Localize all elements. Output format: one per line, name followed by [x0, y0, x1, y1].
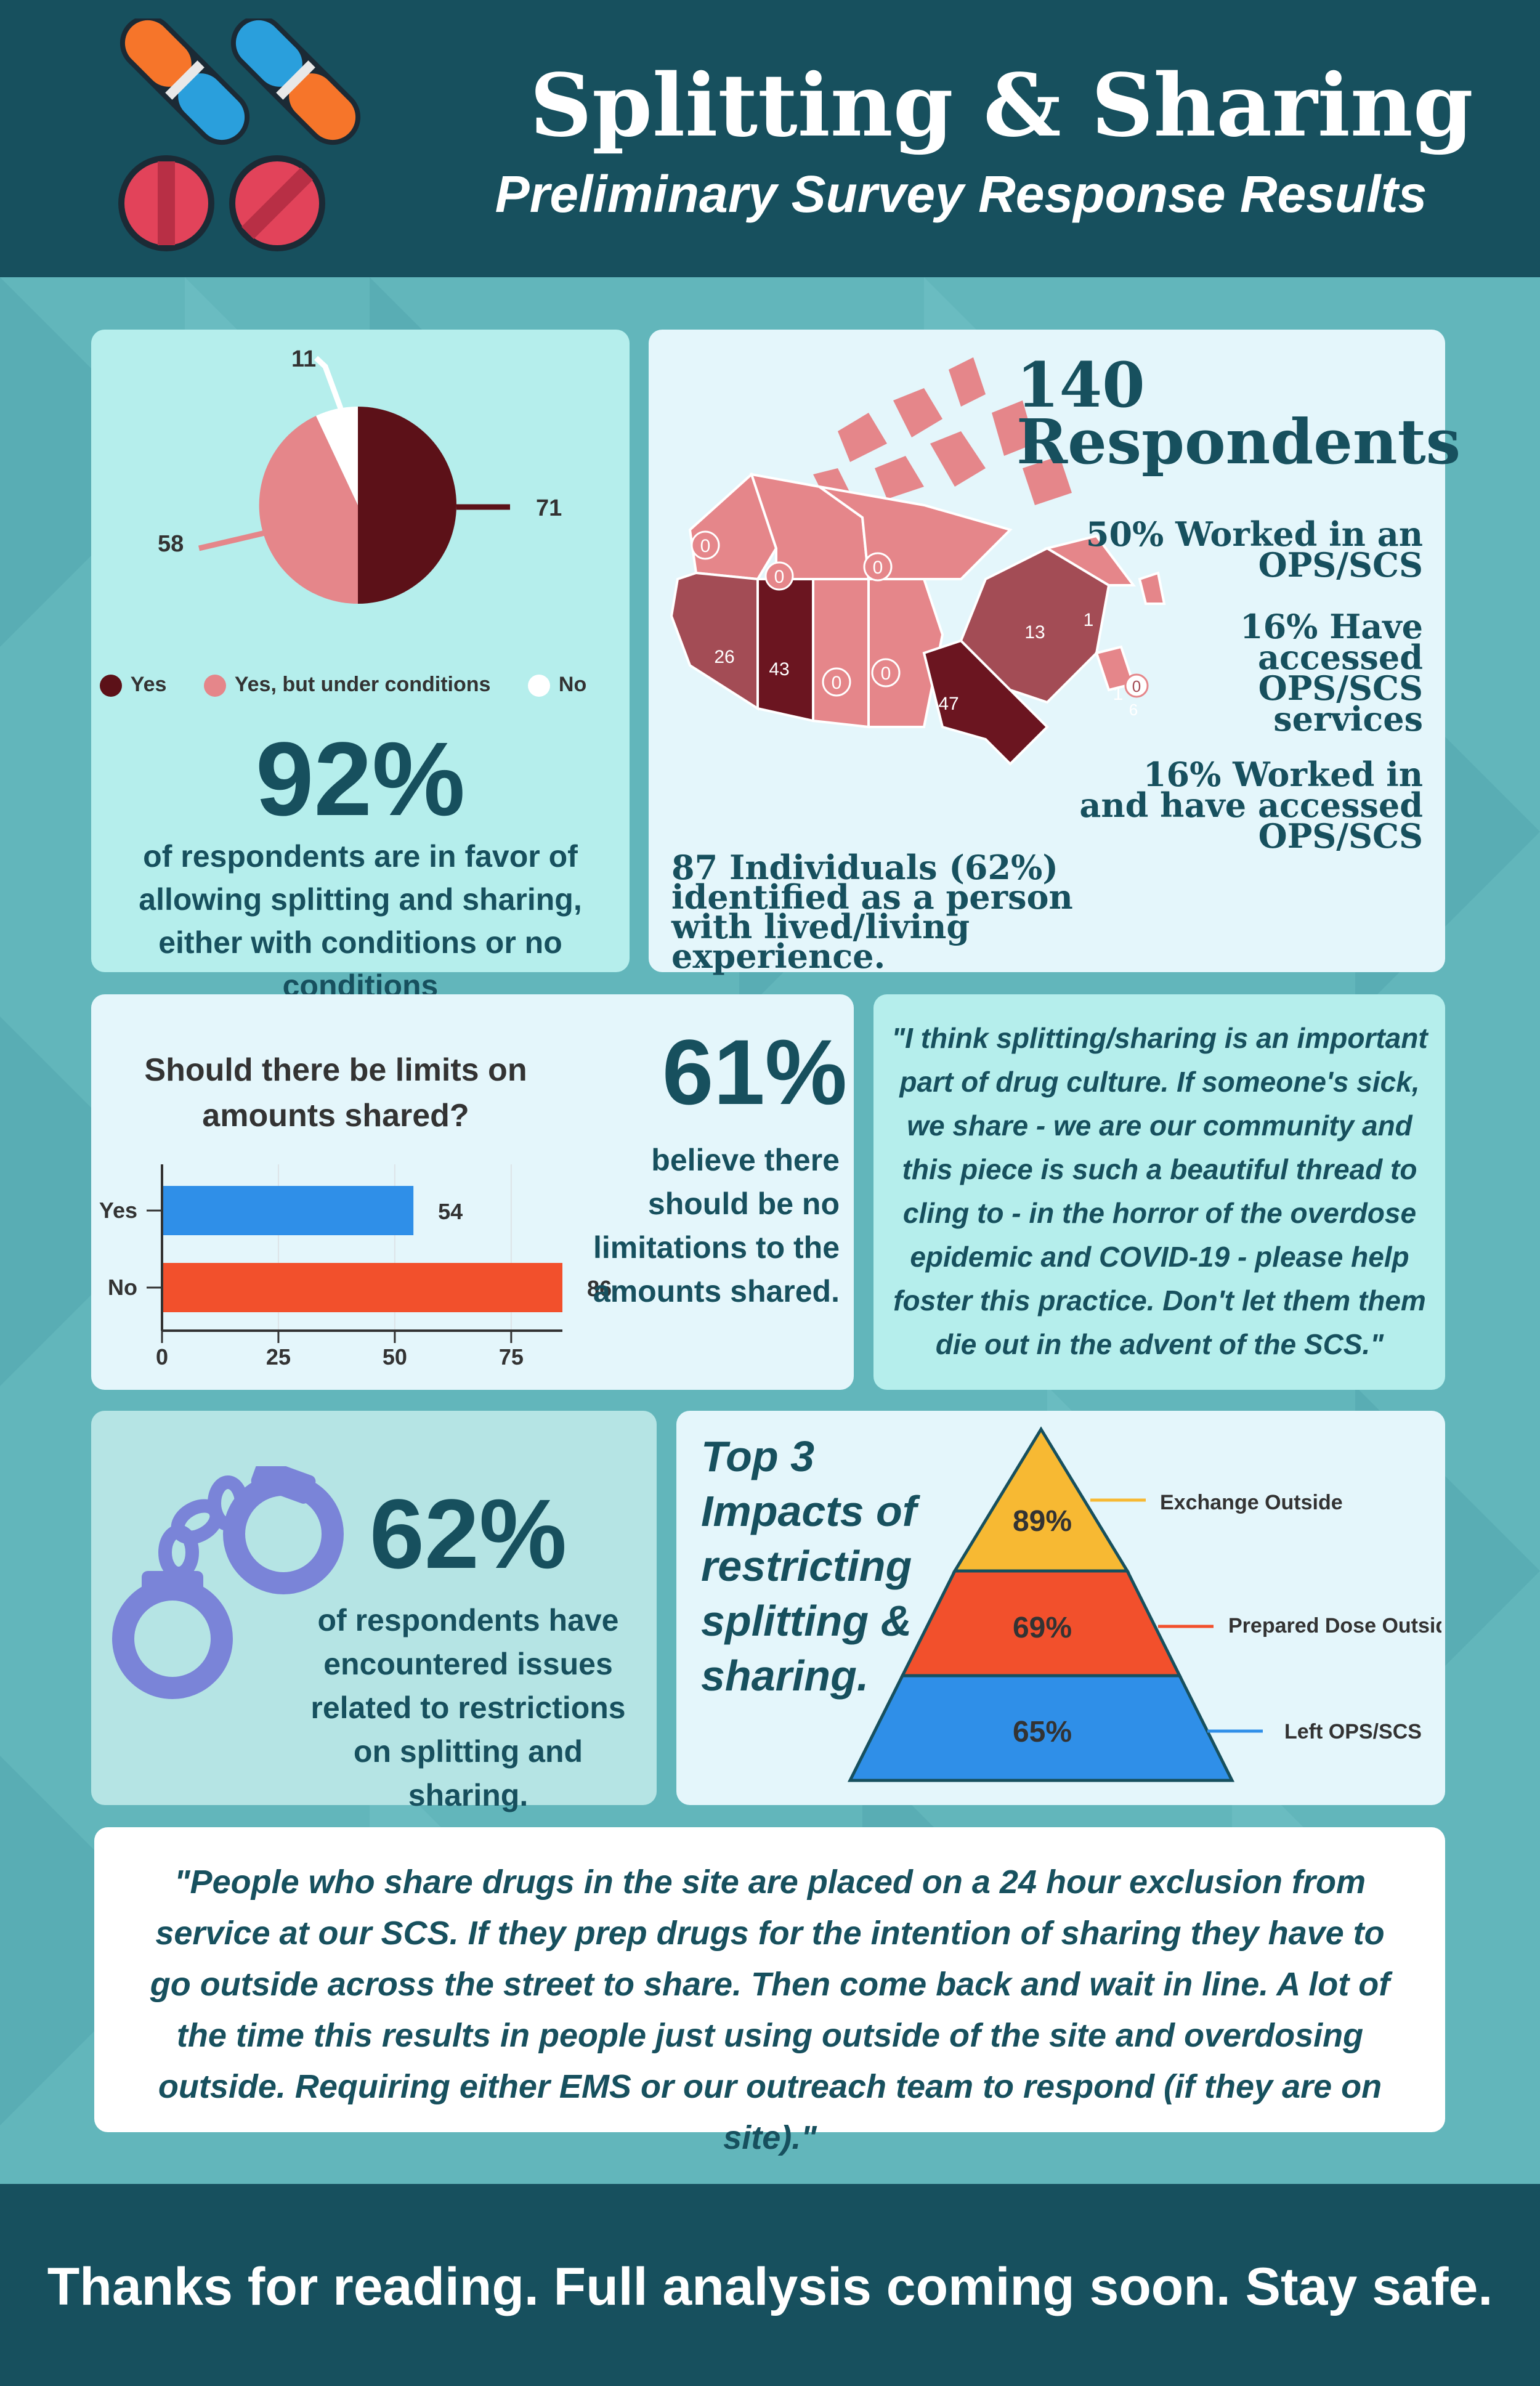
page-title: Splitting & Sharing: [530, 55, 1473, 156]
bar-value-label: 86: [587, 1276, 612, 1301]
map-num-pei: 0: [1132, 677, 1141, 696]
favor-percent: 92%: [255, 721, 466, 838]
map-num-nl: 1: [1084, 610, 1094, 630]
canada-map: 0 0 0 26 43 0 0 47 13 1 1 0 6: [670, 357, 1166, 766]
tier3-label: Left OPS/SCS: [1284, 1720, 1422, 1743]
x-tick-label: 25: [266, 1344, 291, 1370]
map-num-nb: 1: [1113, 684, 1124, 704]
pyramid-tier-3: [847, 1674, 1235, 1782]
map-nl: [1044, 534, 1136, 586]
tier2-percent: 69%: [1013, 1612, 1072, 1644]
x-tick-label: 50: [383, 1344, 407, 1370]
legend-no: No: [527, 673, 587, 697]
bar-yes: [162, 1186, 414, 1235]
map-bc: [670, 571, 759, 711]
legend-yes-label: Yes: [130, 673, 167, 696]
limits-caption: believe there should be no limitations t…: [593, 1143, 840, 1309]
legend-dot-conditions: [203, 675, 226, 697]
tier1-percent: 89%: [1013, 1505, 1072, 1538]
map-nwt: [750, 473, 870, 580]
favor-caption: of respondents are in favor of allowing …: [139, 839, 582, 1003]
quote2-card: [94, 1827, 1445, 2132]
map-num-nwt: 0: [774, 567, 785, 587]
issues-percent: 62%: [369, 1479, 567, 1589]
handcuffs-icon: [112, 1466, 344, 1699]
pie-slice-no: [316, 406, 358, 505]
bar-category-label: Yes: [99, 1198, 137, 1223]
stat-accessed: 16% Have accessed OPS/SCS services: [1240, 607, 1423, 739]
x-tick-label: 75: [499, 1344, 524, 1370]
map-num-nunavut: 0: [873, 558, 883, 578]
pie-slice-yes: [358, 407, 456, 604]
legend-conditions-label: Yes, but under conditions: [234, 673, 491, 696]
stat-worked: 50% Worked in an OPS/SCS: [1085, 514, 1423, 585]
favor-legend: Yes Yes, but under conditions No: [91, 673, 630, 697]
legend-no-label: No: [558, 673, 587, 696]
bar-category-label: No: [108, 1275, 137, 1300]
bar-no: [162, 1263, 562, 1312]
quote2-text: "People who share drugs in the site are …: [150, 1864, 1390, 2156]
respondents-label: Respondents: [1016, 405, 1461, 478]
footer-bar: [0, 2184, 1540, 2386]
tier1-label: Exchange Outside: [1160, 1491, 1343, 1514]
pie-label-yes: 71: [536, 495, 562, 521]
stat-lived-experience: 87 Individuals (62%) identified as a per…: [671, 848, 1073, 976]
x-tick-label: 0: [156, 1344, 168, 1370]
quote1-card: [873, 994, 1445, 1390]
pie-label-no: 11: [291, 346, 316, 372]
map-num-on: 47: [938, 694, 958, 714]
map-num-bc: 26: [714, 647, 734, 667]
limits-bar-chart: Yes 54 No 86 0 25 50 75: [99, 1164, 612, 1370]
legend-dot-no: [527, 675, 550, 697]
quote1-text: "I think splitting/sharing is an importa…: [891, 1022, 1428, 1360]
map-sk: [812, 578, 870, 729]
map-num-ns: 6: [1129, 700, 1138, 719]
limits-question: Should there be limits on amounts shared…: [144, 1052, 527, 1134]
legend-conditions: Yes, but under conditions: [203, 673, 491, 697]
impacts-pyramid: 89% 69% 65% Exchange Outside Prepared Do…: [847, 1426, 1441, 1782]
pills-logo-icon: [118, 18, 361, 251]
respondents-count: 140: [1016, 349, 1145, 421]
map-num-qc: 13: [1024, 622, 1045, 643]
page-subtitle: Preliminary Survey Response Results: [495, 165, 1427, 223]
impacts-title: Top 3 Impacts of restricting splitting &…: [701, 1432, 917, 1700]
map-num-sk: 0: [832, 673, 842, 693]
pie-slice-conditions: [259, 416, 358, 604]
issues-card: [91, 1411, 657, 1805]
favor-pie-chart: 11 58 71: [158, 346, 562, 604]
bar-value-label: 54: [438, 1199, 463, 1224]
legend-yes: Yes: [99, 673, 167, 697]
tier3-percent: 65%: [1013, 1716, 1072, 1748]
map-num-ab: 43: [769, 659, 789, 680]
legend-dot-yes: [99, 675, 122, 697]
footer-text: Thanks for reading. Full analysis coming…: [47, 2257, 1493, 2316]
map-num-mb: 0: [881, 663, 891, 684]
stat-worked-accessed: 16% Worked in and have accessed OPS/SCS: [1079, 755, 1423, 856]
map-ab: [756, 578, 814, 723]
tier2-label: Prepared Dose Outside: [1228, 1614, 1441, 1637]
pie-label-conditions: 58: [158, 531, 184, 557]
limits-percent: 61%: [662, 1020, 848, 1124]
map-num-yukon: 0: [700, 536, 711, 556]
map-nunavut: [818, 485, 1013, 580]
issues-caption: of respondents have encountered issues r…: [310, 1603, 626, 1812]
